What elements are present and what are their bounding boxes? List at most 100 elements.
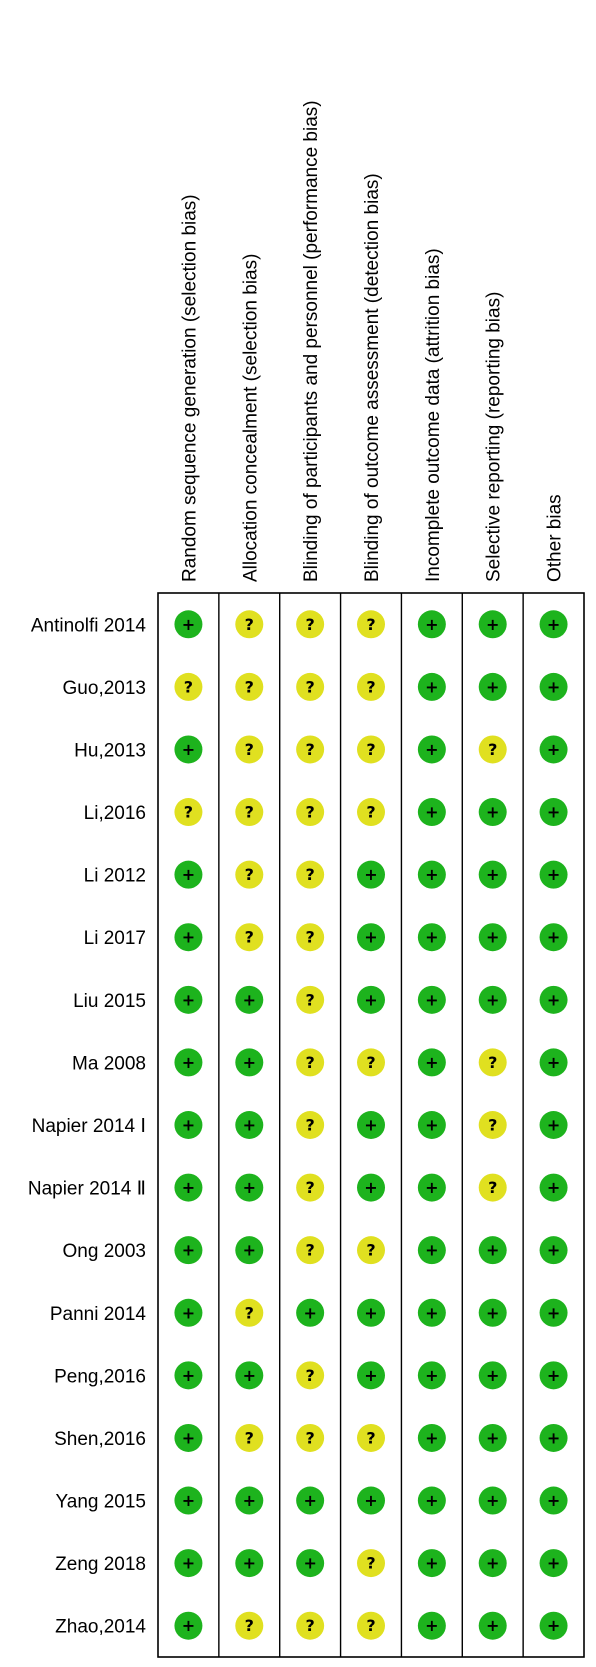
rating-symbol: +	[243, 1554, 256, 1573]
rating-symbol: ?	[306, 865, 315, 884]
rating-circle	[478, 1236, 507, 1265]
rating-symbol: +	[547, 1616, 560, 1635]
rating-mark-low: +	[417, 860, 446, 889]
rating-mark-low: +	[357, 1486, 385, 1515]
rating-mark-low: +	[478, 1423, 507, 1452]
study-label: Guo,2013	[63, 678, 146, 699]
rating-circle	[539, 1611, 568, 1640]
rating-circle	[174, 1111, 203, 1139]
rating-circle	[235, 1361, 264, 1390]
rating-symbol: +	[364, 1116, 377, 1135]
rating-symbol: +	[425, 677, 438, 696]
rating-symbol: +	[303, 1303, 316, 1322]
rating-circle	[235, 1048, 264, 1077]
rating-circle	[235, 672, 264, 701]
rating-circle	[478, 1111, 507, 1139]
rating-circle	[539, 1423, 568, 1452]
rating-mark-low: +	[174, 735, 203, 764]
rating-mark-low: +	[235, 985, 264, 1014]
rating-circle	[478, 798, 507, 827]
column-label-7: Other bias	[545, 494, 566, 582]
rating-mark-unclear: ?	[296, 1611, 325, 1640]
rating-symbol: +	[547, 865, 560, 884]
rating-symbol: +	[425, 1241, 438, 1260]
rating-circle	[296, 1111, 325, 1139]
rating-mark-low: +	[174, 1048, 203, 1077]
rating-circle	[357, 860, 385, 889]
rating-symbol: ?	[245, 615, 254, 634]
rating-symbol: +	[425, 865, 438, 884]
rating-mark-low: +	[174, 1423, 203, 1452]
row-labels: Antinolfi 2014 Guo,2013 Hu,2013 Li,2016 Li 2…	[28, 615, 147, 1637]
rating-mark-low: +	[417, 1423, 446, 1452]
rating-symbol: +	[364, 1303, 377, 1322]
rating-mark-low: +	[296, 1298, 325, 1327]
rating-symbol: +	[425, 928, 438, 947]
rating-mark-low: +	[174, 1173, 203, 1202]
rating-circle	[174, 1423, 203, 1452]
rating-circle	[174, 1611, 203, 1640]
rating-mark-low: +	[539, 1486, 568, 1515]
rating-circle	[478, 985, 507, 1014]
rating-circle	[539, 1236, 568, 1265]
rating-circle	[174, 1048, 203, 1077]
rating-mark-low: +	[235, 1111, 264, 1139]
study-label: Zeng 2018	[55, 1554, 146, 1575]
rating-symbol: +	[425, 1178, 438, 1197]
rating-mark-unclear: ?	[296, 798, 325, 827]
rating-symbol: ?	[184, 803, 193, 822]
rating-symbol: ?	[306, 1366, 315, 1385]
rating-mark-low: +	[417, 735, 446, 764]
rating-circle	[539, 1298, 568, 1327]
rating-circle	[417, 860, 446, 889]
rating-circle	[235, 1111, 264, 1139]
rating-symbol: +	[425, 1616, 438, 1635]
rating-symbol: ?	[245, 677, 254, 696]
rating-symbol: ?	[245, 1303, 254, 1322]
rating-symbol: +	[364, 865, 377, 884]
rating-circle	[296, 1298, 325, 1327]
rating-mark-unclear: ?	[235, 1423, 264, 1452]
rating-mark-low: +	[174, 1549, 203, 1578]
rating-mark-low: +	[235, 1173, 264, 1202]
rating-circle	[357, 1111, 385, 1139]
rating-circle	[478, 610, 507, 639]
column-label-6: Selective reporting (reporting bias)	[484, 292, 505, 582]
rating-circle	[417, 923, 446, 952]
rating-symbol: ?	[366, 615, 375, 634]
rating-symbol: ?	[245, 740, 254, 759]
rating-symbol: +	[486, 928, 499, 947]
rating-circle	[357, 610, 385, 639]
rating-circle	[417, 672, 446, 701]
rating-symbol: ?	[306, 1616, 315, 1635]
rating-mark-unclear: ?	[357, 1236, 385, 1265]
rating-symbol: +	[425, 1366, 438, 1385]
rating-symbol: ?	[366, 803, 375, 822]
rating-mark-low: +	[478, 610, 507, 639]
rating-symbol: +	[486, 803, 499, 822]
rating-mark-low: +	[235, 1361, 264, 1390]
rating-mark-unclear: ?	[296, 1173, 325, 1202]
rating-mark-unclear: ?	[357, 610, 385, 639]
rating-symbol: +	[182, 1428, 195, 1447]
rating-circle	[478, 1423, 507, 1452]
rating-circle	[357, 672, 385, 701]
rating-symbol: ?	[245, 803, 254, 822]
rating-mark-unclear: ?	[235, 1611, 264, 1640]
rating-circle	[296, 1423, 325, 1452]
study-label: Li 2012	[84, 866, 146, 887]
rating-mark-low: +	[539, 1549, 568, 1578]
rating-mark-low: +	[174, 985, 203, 1014]
rating-symbol: +	[486, 1303, 499, 1322]
rating-symbol: +	[243, 1241, 256, 1260]
rating-symbol: +	[303, 1554, 316, 1573]
rating-symbol: +	[243, 990, 256, 1009]
rating-symbol: +	[243, 1116, 256, 1135]
rating-mark-low: +	[539, 610, 568, 639]
rating-circle	[235, 1423, 264, 1452]
rating-circle	[296, 1486, 325, 1515]
rating-symbol: +	[486, 865, 499, 884]
rating-marks: +??? + + +???? + + + +??? +? +???? + + + +?? + + + + +?? + +…	[174, 610, 568, 1640]
rating-symbol: ?	[366, 1554, 375, 1573]
rating-mark-low: +	[539, 798, 568, 827]
